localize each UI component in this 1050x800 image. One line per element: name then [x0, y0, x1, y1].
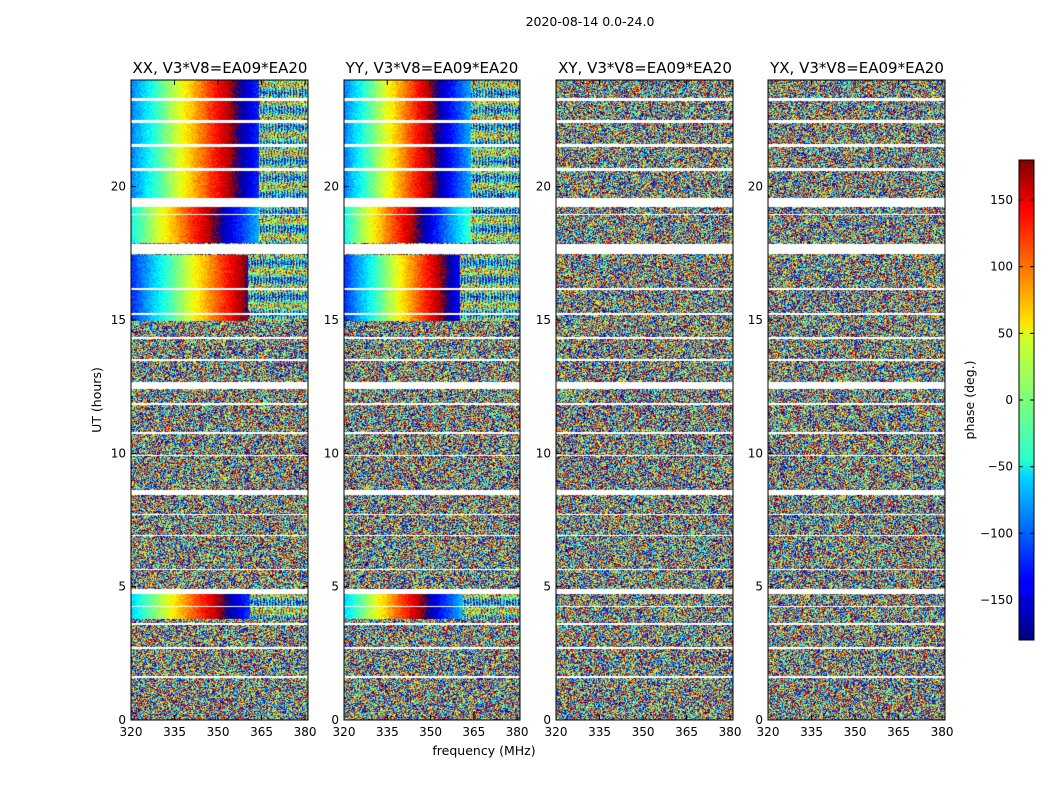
x-tick-label: 320 — [757, 725, 780, 739]
colorbar-tick-label: 150 — [990, 193, 1013, 207]
y-tick-label: 10 — [536, 446, 551, 460]
x-tick-label: 365 — [462, 725, 485, 739]
x-tick-label: 335 — [800, 725, 823, 739]
figure-suptitle: 2020-08-14 0.0-24.0 — [526, 14, 655, 29]
panel-title-xx: XX, V3*V8=EA09*EA20 — [133, 59, 308, 77]
panel-1: YY, V3*V8=EA09*EA20 320 335 350 365 380 0 5 10… — [324, 59, 529, 739]
y-tick-label: 0 — [331, 713, 339, 727]
y-tick-label: 15 — [111, 313, 126, 327]
x-tick-label: 380 — [931, 725, 954, 739]
y-tick-label: 15 — [536, 313, 551, 327]
x-ticks: 320 335 350 365 380 — [120, 80, 317, 739]
panel-2: XY, V3*V8=EA09*EA20 320 335 350 365 380 0 5 10… — [536, 59, 742, 739]
y-tick-label: 10 — [748, 446, 763, 460]
x-tick-label: 350 — [632, 725, 655, 739]
y-tick-label: 5 — [331, 580, 339, 594]
x-tick-label: 350 — [844, 725, 867, 739]
phase-heatmap-yy — [344, 80, 520, 720]
panel-title-yx: YX, V3*V8=EA09*EA20 — [769, 59, 944, 77]
phase-heatmap-xx — [131, 80, 308, 720]
y-tick-label: 0 — [755, 713, 763, 727]
panel-title-xy: XY, V3*V8=EA09*EA20 — [558, 59, 732, 77]
panel-title-yy: YY, V3*V8=EA09*EA20 — [345, 59, 519, 77]
y-tick-label: 10 — [111, 446, 126, 460]
y-tick-label: 0 — [118, 713, 126, 727]
y-tick-label: 20 — [748, 180, 763, 194]
colorbar-ticks: −150 −100 −50 0 50 100 150 — [980, 193, 1034, 607]
x-tick-label: 380 — [719, 725, 742, 739]
y-axis-label: UT (hours) — [89, 367, 104, 433]
colorbar-tick-label: 100 — [990, 260, 1013, 274]
colorbar-tick-label: −150 — [980, 593, 1013, 607]
panel-frame — [555, 79, 734, 721]
panel-frame — [767, 79, 946, 721]
x-axis-label: frequency (MHz) — [432, 743, 535, 758]
x-ticks: 320 335 350 365 380 — [545, 80, 742, 739]
colorbar-tick-label: −50 — [988, 460, 1013, 474]
x-tick-label: 335 — [588, 725, 611, 739]
x-ticks: 320 335 350 365 380 — [757, 80, 954, 739]
panel-frame — [130, 79, 309, 721]
x-tick-label: 365 — [250, 725, 273, 739]
phase-heatmap-xy — [556, 80, 733, 720]
y-tick-label: 15 — [748, 313, 763, 327]
y-tick-label: 10 — [324, 446, 339, 460]
colorbar-tick-label: 0 — [1005, 393, 1013, 407]
x-tick-label: 320 — [333, 725, 356, 739]
x-tick-label: 350 — [419, 725, 442, 739]
panel-3: YX, V3*V8=EA09*EA20 320 335 350 365 380 0 5 10… — [748, 59, 954, 739]
y-tick-label: 5 — [755, 580, 763, 594]
y-tick-label: 20 — [324, 180, 339, 194]
x-tick-label: 365 — [675, 725, 698, 739]
y-ticks: 0 5 10 15 20 — [324, 180, 520, 727]
colorbar-tick-label: −100 — [980, 526, 1013, 540]
y-tick-label: 20 — [111, 180, 126, 194]
x-tick-label: 350 — [207, 725, 230, 739]
colorbar: phase (deg.) −150 −100 −50 0 50 100 150 — [962, 159, 1035, 641]
x-tick-label: 335 — [163, 725, 186, 739]
y-tick-label: 5 — [118, 580, 126, 594]
x-tick-label: 335 — [376, 725, 399, 739]
y-tick-label: 5 — [543, 580, 551, 594]
x-tick-label: 380 — [294, 725, 317, 739]
phase-heatmap-yx — [768, 80, 945, 720]
y-ticks: 0 5 10 15 20 — [536, 180, 733, 727]
x-tick-label: 320 — [545, 725, 568, 739]
colorbar-tick-label: 50 — [998, 326, 1013, 340]
x-tick-label: 365 — [887, 725, 910, 739]
x-ticks: 320 335 350 365 380 — [333, 80, 529, 739]
colorbar-label: phase (deg.) — [962, 361, 977, 440]
y-ticks: 0 5 10 15 20 — [748, 180, 945, 727]
y-tick-label: 20 — [536, 180, 551, 194]
y-tick-label: 0 — [543, 713, 551, 727]
x-tick-label: 380 — [506, 725, 529, 739]
y-tick-label: 15 — [324, 313, 339, 327]
panel-0: XX, V3*V8=EA09*EA20 320 335 350 365 380 0 5 10… — [111, 59, 317, 739]
y-ticks: 0 5 10 15 20 — [111, 180, 308, 727]
panel-frame — [343, 79, 521, 721]
x-tick-label: 320 — [120, 725, 143, 739]
